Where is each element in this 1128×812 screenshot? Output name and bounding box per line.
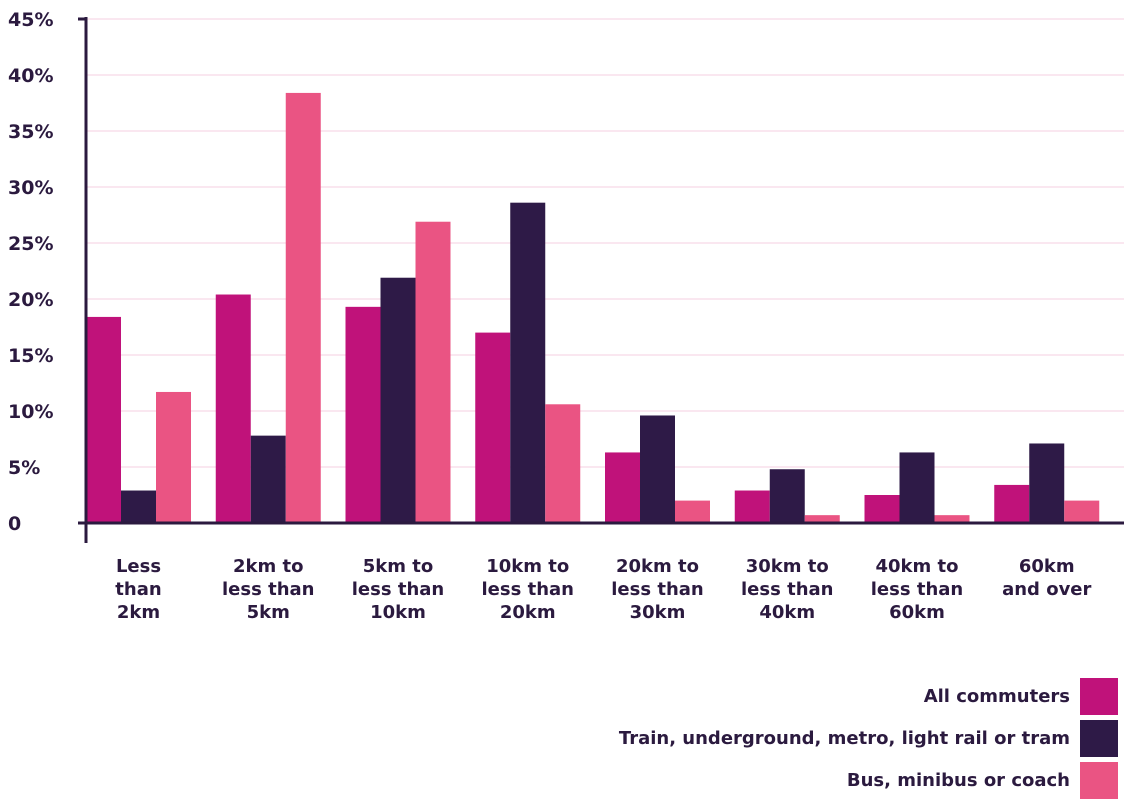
bar-all-commuters: [345, 306, 381, 523]
x-tick-label: Less than 2km: [115, 556, 161, 623]
bar-train: [899, 452, 935, 523]
y-tick-label: 35%: [8, 121, 53, 143]
bar-train: [380, 277, 416, 523]
y-tick-label: 45%: [8, 9, 53, 31]
legend-swatch: [1080, 678, 1118, 715]
bar-bus: [934, 515, 970, 523]
legend-item-bus: Bus, minibus or coach: [619, 762, 1118, 799]
legend-swatch: [1080, 720, 1118, 757]
bar-bus: [675, 500, 710, 523]
legend: All commuters Train, underground, metro,…: [619, 678, 1118, 804]
bar-train: [1029, 443, 1065, 523]
y-tick-label: 25%: [8, 233, 53, 255]
legend-swatch: [1080, 762, 1118, 799]
legend-item-all-commuters: All commuters: [619, 678, 1118, 715]
y-tick-label: 40%: [8, 65, 53, 87]
bar-bus: [156, 391, 191, 523]
x-tick-label: 2km to less than 5km: [222, 556, 314, 623]
legend-label: All commuters: [923, 686, 1070, 707]
bar-train: [510, 202, 546, 523]
x-tick-label: 40km to less than 60km: [871, 556, 963, 623]
bar-all-commuters: [475, 332, 511, 523]
x-tick-label: 10km to less than 20km: [482, 556, 574, 623]
bar-all-commuters: [734, 490, 770, 523]
bar-all-commuters: [605, 452, 640, 523]
legend-label: Bus, minibus or coach: [846, 770, 1070, 791]
bar-bus: [1064, 500, 1100, 523]
y-tick-label: 30%: [8, 177, 53, 199]
bar-train: [640, 415, 675, 523]
y-tick-label: 0: [8, 513, 21, 535]
bar-bus: [545, 404, 581, 523]
x-tick-label: 60km and over: [1002, 556, 1091, 600]
bar-bus: [804, 515, 840, 523]
x-tick-label: 5km to less than 10km: [352, 556, 444, 623]
x-tick-label: 20km to less than 30km: [611, 556, 703, 623]
bar-all-commuters: [86, 316, 121, 523]
bar-bus: [285, 92, 321, 524]
bar-train: [250, 435, 286, 523]
bar-all-commuters: [215, 294, 251, 523]
legend-label: Train, underground, metro, light rail or…: [618, 728, 1070, 749]
x-tick-label: 30km to less than 40km: [741, 556, 833, 623]
y-tick-label: 10%: [8, 401, 53, 423]
bar-train: [121, 490, 156, 523]
legend-item-train: Train, underground, metro, light rail or…: [619, 720, 1118, 757]
y-tick-label: 5%: [8, 457, 40, 479]
bar-all-commuters: [864, 495, 900, 523]
bar-all-commuters: [994, 484, 1030, 523]
y-tick-label: 20%: [8, 289, 53, 311]
y-tick-label: 15%: [8, 345, 53, 367]
bar-bus: [415, 221, 451, 523]
bar-train: [769, 469, 805, 523]
